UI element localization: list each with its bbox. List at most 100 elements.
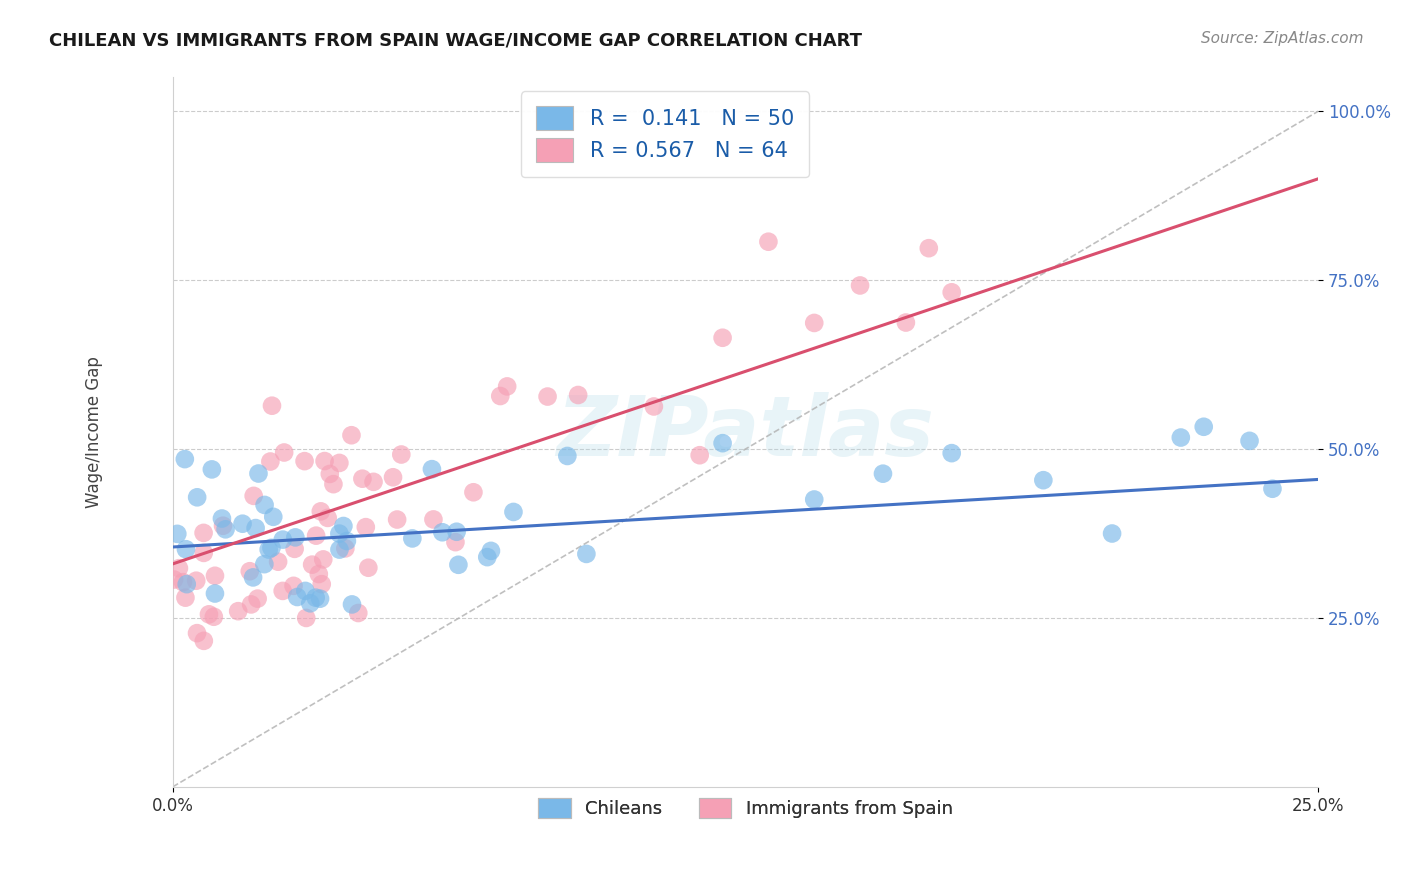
Point — [496, 379, 519, 393]
Point — [163, 573, 186, 587]
Point — [1261, 482, 1284, 496]
Point — [204, 586, 226, 600]
Point — [319, 467, 342, 481]
Point — [246, 591, 269, 606]
Point — [284, 541, 307, 556]
Point — [309, 504, 332, 518]
Point — [557, 449, 579, 463]
Point — [257, 542, 280, 557]
Point — [357, 560, 380, 574]
Point — [316, 511, 339, 525]
Point — [240, 598, 263, 612]
Point — [803, 316, 825, 330]
Point — [575, 547, 598, 561]
Point — [689, 448, 711, 462]
Point — [299, 596, 322, 610]
Point — [242, 570, 264, 584]
Point — [193, 546, 215, 560]
Point — [347, 606, 370, 620]
Point — [312, 552, 335, 566]
Point — [328, 526, 350, 541]
Point — [295, 611, 318, 625]
Point — [340, 598, 363, 612]
Point — [239, 564, 262, 578]
Point — [176, 577, 198, 591]
Text: CHILEAN VS IMMIGRANTS FROM SPAIN WAGE/INCOME GAP CORRELATION CHART: CHILEAN VS IMMIGRANTS FROM SPAIN WAGE/IN… — [49, 31, 862, 49]
Point — [711, 436, 734, 450]
Point — [309, 591, 332, 606]
Point — [432, 525, 454, 540]
Point — [301, 558, 323, 572]
Point — [332, 519, 354, 533]
Point — [758, 235, 780, 249]
Point — [285, 590, 308, 604]
Point — [352, 472, 374, 486]
Point — [340, 428, 363, 442]
Point — [322, 477, 344, 491]
Point — [271, 533, 294, 547]
Point — [283, 579, 305, 593]
Point — [803, 492, 825, 507]
Point — [212, 518, 235, 533]
Point — [245, 521, 267, 535]
Text: Source: ZipAtlas.com: Source: ZipAtlas.com — [1201, 31, 1364, 46]
Point — [284, 530, 307, 544]
Point — [242, 489, 264, 503]
Point — [247, 467, 270, 481]
Point — [198, 607, 221, 622]
Point — [172, 575, 194, 590]
Point — [173, 452, 195, 467]
Point — [328, 542, 350, 557]
Point — [536, 390, 558, 404]
Point — [567, 388, 589, 402]
Point — [401, 532, 423, 546]
Point — [201, 462, 224, 476]
Point — [447, 558, 470, 572]
Point — [186, 626, 208, 640]
Point — [271, 583, 294, 598]
Point — [354, 520, 377, 534]
Point — [186, 491, 208, 505]
Point — [328, 456, 350, 470]
Point — [463, 485, 485, 500]
Point — [477, 550, 499, 565]
Point — [186, 574, 208, 588]
Point — [305, 591, 328, 605]
Point — [167, 561, 190, 575]
Point — [479, 544, 502, 558]
Point — [193, 525, 215, 540]
Point — [259, 454, 281, 468]
Point — [211, 511, 233, 525]
Point — [253, 557, 276, 571]
Point — [502, 505, 524, 519]
Point — [422, 512, 444, 526]
Point — [849, 278, 872, 293]
Point — [204, 568, 226, 582]
Point — [711, 331, 734, 345]
Point — [1170, 431, 1192, 445]
Point — [273, 445, 295, 459]
Point — [643, 400, 665, 414]
Point — [294, 583, 316, 598]
Point — [941, 446, 963, 460]
Point — [311, 577, 333, 591]
Point — [253, 498, 276, 512]
Point — [260, 399, 283, 413]
Point — [941, 285, 963, 300]
Point — [226, 604, 249, 618]
Point — [385, 512, 408, 526]
Point — [444, 535, 467, 549]
Y-axis label: Wage/Income Gap: Wage/Income Gap — [86, 356, 103, 508]
Point — [174, 591, 197, 605]
Point — [232, 516, 254, 531]
Point — [294, 454, 316, 468]
Point — [363, 475, 385, 489]
Point — [193, 633, 215, 648]
Point — [174, 542, 197, 557]
Point — [166, 526, 188, 541]
Point — [918, 241, 941, 255]
Point — [446, 524, 468, 539]
Point — [1101, 526, 1123, 541]
Point — [214, 522, 236, 536]
Point — [314, 454, 336, 468]
